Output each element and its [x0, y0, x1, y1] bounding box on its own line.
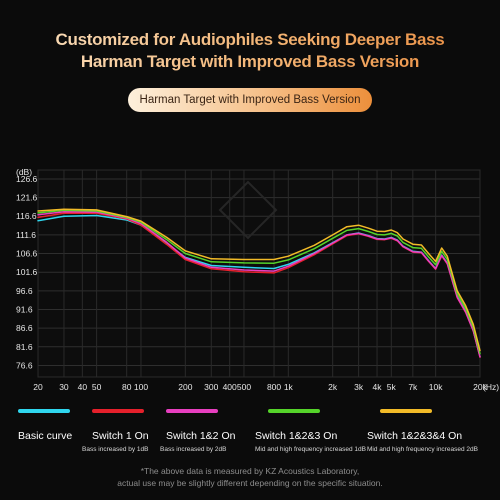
x-tick-label: 2k — [328, 382, 338, 392]
kz-watermark — [218, 180, 278, 240]
footnote-line-1: *The above data is measured by KZ Acoust… — [140, 466, 360, 476]
y-tick-label: 116.6 — [16, 211, 37, 221]
y-tick-label: 76.6 — [16, 360, 33, 370]
legend-label: Switch 1&2&3 On — [255, 430, 338, 442]
legend-swatch — [18, 409, 70, 413]
y-tick-label: 101.6 — [16, 267, 38, 277]
y-axis-label: (dB) — [16, 167, 32, 177]
y-tick-label: 91.6 — [16, 304, 33, 314]
x-tick-label: 3k — [354, 382, 364, 392]
x-tick-label: 300 — [204, 382, 218, 392]
legend-swatch — [268, 409, 320, 413]
footnote-line-2: actual use may be slightly different dep… — [117, 478, 383, 488]
legend-swatch — [166, 409, 218, 413]
x-tick-label: 5k — [387, 382, 397, 392]
y-tick-label: 86.6 — [16, 323, 33, 333]
legend-label: Switch 1 On — [92, 430, 149, 442]
legend-description: Bass increased by 2dB — [160, 446, 227, 453]
x-tick-label: 40 — [78, 382, 88, 392]
y-tick-label: 81.6 — [16, 342, 33, 352]
x-tick-label: 50 — [92, 382, 102, 392]
target-badge: Harman Target with Improved Bass Version — [128, 88, 372, 112]
legend-label: Basic curve — [18, 430, 73, 442]
legend-swatch — [380, 409, 432, 413]
x-tick-label: 30 — [59, 382, 69, 392]
legend-description: Bass increased by 1dB — [82, 446, 149, 453]
headline-line-1: Customized for Audiophiles Seeking Deepe… — [0, 30, 500, 50]
y-tick-label: 111.6 — [16, 230, 36, 240]
x-tick-label: 1k — [284, 382, 294, 392]
x-tick-label: 500 — [237, 382, 251, 392]
x-tick-label: 800 — [267, 382, 281, 392]
x-tick-label: 7k — [408, 382, 418, 392]
y-tick-label: 96.6 — [16, 286, 33, 296]
x-tick-label: 4k — [373, 382, 383, 392]
x-tick-label: 400 — [223, 382, 237, 392]
series-line — [37, 209, 481, 355]
x-tick-label: 20 — [33, 382, 43, 392]
legend-description: Mid and high frequency increased 2dB — [367, 446, 478, 453]
x-tick-label: 20k — [473, 382, 487, 392]
legend-description: Mid and high frequency increased 1dB — [255, 446, 366, 453]
series-line — [37, 211, 481, 358]
legend-swatch — [92, 409, 144, 413]
x-axis-unit: (Hz) — [483, 382, 499, 392]
y-tick-label: 126.6 — [16, 174, 38, 184]
legend-label: Switch 1&2 On — [166, 430, 236, 442]
legend-label: Switch 1&2&3&4 On — [367, 430, 463, 442]
frequency-response-chart: 126.6 121.6 116.6 111.6 106.6 101.6 96.6 91.6 86… — [16, 167, 499, 392]
headline-line-2: Harman Target with Improved Bass Version — [0, 52, 500, 72]
x-tick-label: 80 — [122, 382, 132, 392]
plot-area — [37, 169, 481, 378]
series-line — [37, 208, 481, 352]
y-tick-label: 121.6 — [16, 193, 38, 203]
y-tick-label: 106.6 — [16, 249, 38, 259]
x-tick-label: 10k — [429, 382, 443, 392]
x-tick-label: 200 — [178, 382, 192, 392]
x-tick-label: 100 — [134, 382, 148, 392]
